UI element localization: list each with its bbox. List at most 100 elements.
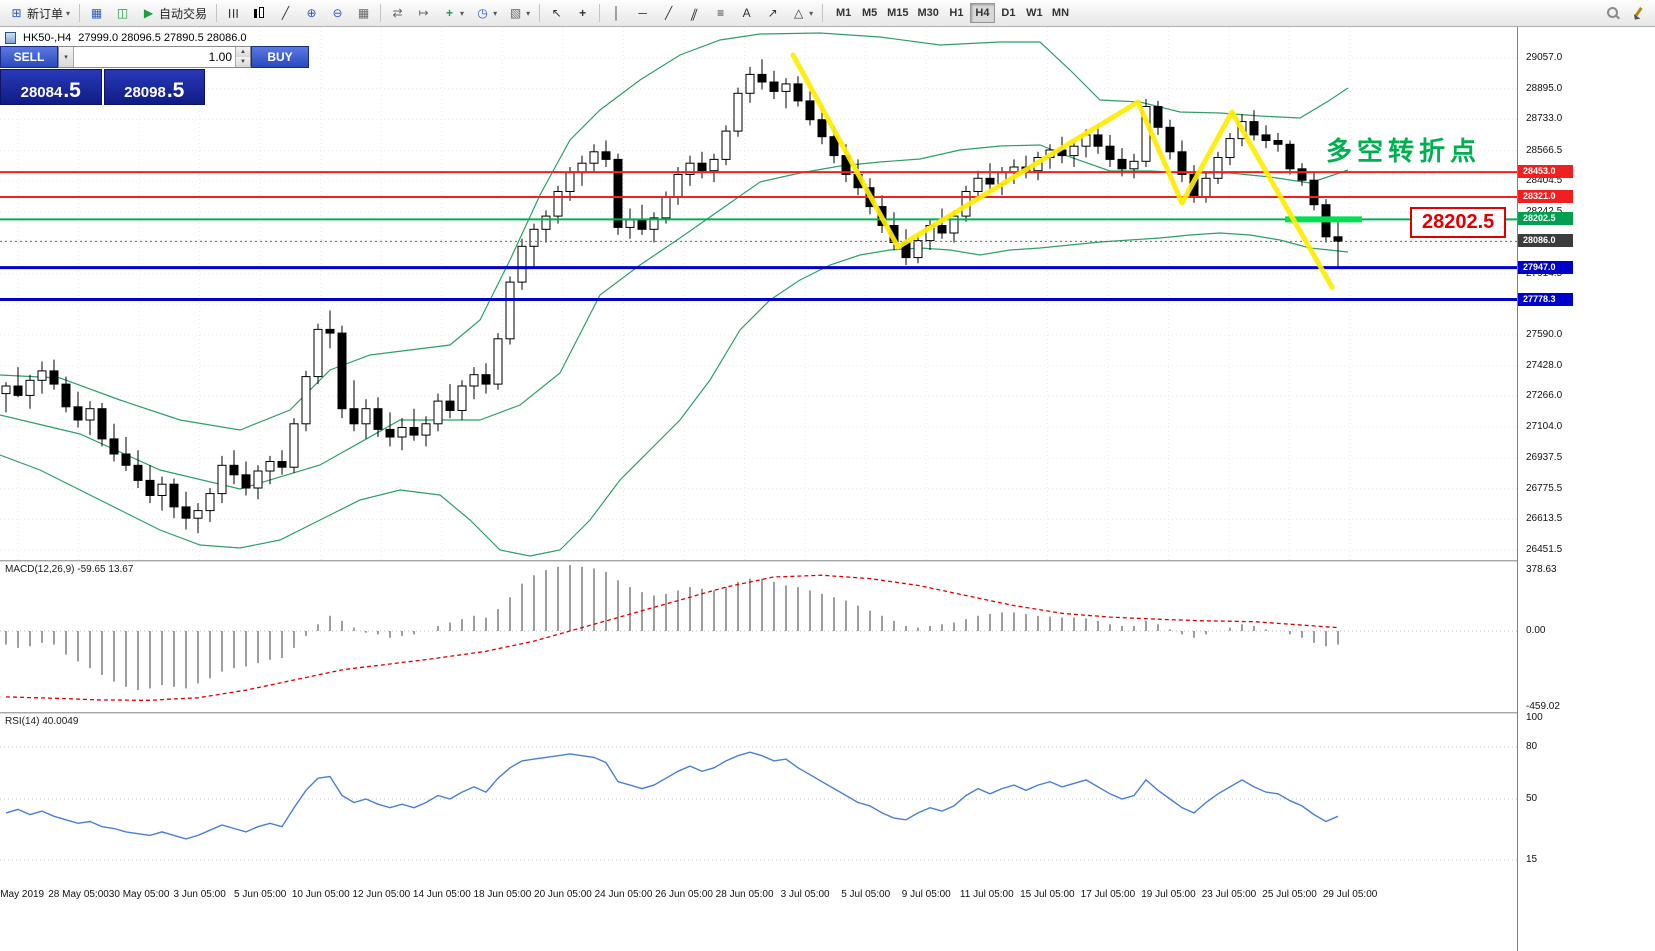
trendline-icon: ╱ xyxy=(664,6,673,20)
chevron-down-icon: ▾ xyxy=(460,8,465,18)
tile-windows-button[interactable]: ▦ xyxy=(351,2,376,24)
candle-chart-icon xyxy=(252,6,267,21)
autotrade-play-icon: ▶ xyxy=(143,6,154,20)
sell-price-frac: .5 xyxy=(63,79,81,103)
macd-indicator-label: MACD(12,26,9) -59.65 13.67 xyxy=(5,564,134,575)
sell-price-display[interactable]: 28084 .5 xyxy=(0,69,102,105)
timeframe-m1[interactable]: M1 xyxy=(831,3,856,23)
panel-separator[interactable] xyxy=(0,560,1655,562)
price-tag: 27778.3 xyxy=(1518,292,1573,306)
price-tag: 28321.0 xyxy=(1518,190,1573,203)
price-axis-label: 27590.0 xyxy=(1526,329,1563,340)
time-axis-label: 24 Jun 05:00 xyxy=(594,889,653,900)
timeframe-h1[interactable]: H1 xyxy=(944,3,969,23)
price-axis-label: 26451.5 xyxy=(1526,544,1563,555)
timeframe-m15[interactable]: M15 xyxy=(883,3,912,23)
line-chart-button[interactable]: ╱ xyxy=(273,2,298,24)
buy-price-display[interactable]: 28098 .5 xyxy=(103,69,205,105)
chart-window: HK50-,H4 27999.0 28096.5 27890.5 28086.0… xyxy=(0,27,1655,951)
time-axis-label: 11 Jul 05:00 xyxy=(959,889,1014,900)
search-icon xyxy=(1605,6,1620,21)
templates-button[interactable]: ▧ ▾ xyxy=(503,2,535,24)
pencil-icon xyxy=(1631,6,1646,21)
timeframe-group: M1 M5 M15 M30 H1 H4 D1 W1 MN xyxy=(831,3,1073,23)
navigator-button[interactable]: ◫ xyxy=(110,2,135,24)
timeframe-h4[interactable]: H4 xyxy=(969,3,995,23)
main-chart-canvas[interactable] xyxy=(0,27,1517,560)
buy-button[interactable]: BUY xyxy=(251,46,309,68)
price-axis-label: 28404.5 xyxy=(1526,175,1563,187)
step-up-icon[interactable]: ▲ xyxy=(236,47,250,57)
price-tag: 27947.0 xyxy=(1518,260,1573,274)
rsi-axis-label: 100 xyxy=(1526,712,1543,723)
buy-price-frac: .5 xyxy=(166,79,185,103)
arrow-label-tool[interactable]: ↗ xyxy=(760,2,785,24)
bar-chart-icon: ☰ xyxy=(226,7,241,19)
panel-separator[interactable] xyxy=(0,712,1655,714)
shapes-tool[interactable]: △ ▾ xyxy=(786,2,818,24)
macd-axis-label: 0.00 xyxy=(1526,625,1546,636)
macd-axis-label: 378.63 xyxy=(1526,564,1557,575)
time-axis-label: 29 Jul 05:00 xyxy=(1322,889,1378,900)
price-tag: 28086.0 xyxy=(1518,234,1573,248)
step-down-icon[interactable]: ▼ xyxy=(236,57,250,67)
cursor-tool-button[interactable]: ↖ xyxy=(544,2,569,24)
periods-button[interactable]: ◷ ▾ xyxy=(470,2,502,24)
vertical-line-tool[interactable]: │ xyxy=(604,2,629,24)
chart-shift-button[interactable]: ↦ xyxy=(411,2,436,24)
rsi-axis-label: 50 xyxy=(1526,793,1538,804)
zoom-in-button[interactable]: ⊕ xyxy=(299,2,324,24)
time-axis-label: 26 Jun 05:00 xyxy=(655,889,713,900)
macd-canvas[interactable] xyxy=(0,560,1517,712)
volume-stepper[interactable]: ▲ ▼ xyxy=(235,47,250,67)
horizontal-line-tool[interactable]: ─ xyxy=(630,2,655,24)
time-axis-label: 8 May 2019 xyxy=(0,889,45,900)
timeframe-mn[interactable]: MN xyxy=(1048,3,1073,23)
quick-edit-button[interactable] xyxy=(1626,2,1651,24)
template-icon: ▧ xyxy=(509,6,522,20)
text-tool[interactable]: A xyxy=(734,2,759,24)
chevron-down-icon: ▾ xyxy=(526,8,531,18)
rsi-axis-label: 15 xyxy=(1526,854,1538,865)
vertical-line-icon: │ xyxy=(612,6,621,20)
bar-chart-button[interactable]: ☰ xyxy=(221,2,246,24)
auto-scroll-button[interactable]: ⇄ xyxy=(385,2,410,24)
sell-button[interactable]: SELL xyxy=(0,46,58,68)
market-watch-button[interactable]: ▦ xyxy=(84,2,109,24)
volume-dropdown-icon[interactable]: ▾ xyxy=(59,47,74,67)
time-axis-label: 20 Jun 05:00 xyxy=(534,889,592,900)
indicators-button[interactable]: + ▾ xyxy=(437,2,469,24)
channel-tool[interactable]: ∥ xyxy=(682,2,707,24)
chevron-down-icon: ▾ xyxy=(66,8,71,18)
search-button[interactable] xyxy=(1600,2,1625,24)
zoom-out-button[interactable]: ⊖ xyxy=(325,2,350,24)
time-axis-label: 28 Jun 05:00 xyxy=(715,889,774,900)
new-order-label: 新订单 xyxy=(27,6,64,21)
toolbar-separator xyxy=(380,4,382,22)
toolbar-separator xyxy=(539,4,541,22)
time-axis-label: 3 Jul 05:00 xyxy=(780,889,830,900)
line-chart-icon: ╱ xyxy=(281,6,290,20)
candle-chart-button[interactable] xyxy=(247,2,272,24)
text-icon: A xyxy=(742,6,751,20)
volume-control: ▾ ▲▼ xyxy=(58,46,251,68)
chart-symbol-icon xyxy=(5,32,16,44)
rsi-axis-label: 80 xyxy=(1526,741,1538,752)
crosshair-tool-button[interactable]: + xyxy=(570,2,595,24)
price-axis[interactable]: 29057.0 28895.0 28733.0 28566.5 28404.5 28242… xyxy=(1517,27,1655,951)
new-order-icon: ⊞ xyxy=(11,6,22,20)
autotrade-button[interactable]: ▶ 自动交易 xyxy=(136,2,212,24)
fibonacci-tool[interactable]: ≡ xyxy=(708,2,733,24)
autotrade-label: 自动交易 xyxy=(159,6,208,21)
timeframe-d1[interactable]: D1 xyxy=(996,3,1021,23)
timeframe-m5[interactable]: M5 xyxy=(857,3,882,23)
rsi-canvas[interactable] xyxy=(0,712,1517,884)
timeframe-m30[interactable]: M30 xyxy=(914,3,943,23)
timeframe-w1[interactable]: W1 xyxy=(1022,3,1047,23)
auto-scroll-icon: ⇄ xyxy=(392,6,403,20)
new-order-button[interactable]: ⊞ 新订单 ▾ xyxy=(4,2,75,24)
trendline-tool[interactable]: ╱ xyxy=(656,2,681,24)
volume-input[interactable] xyxy=(74,47,235,67)
